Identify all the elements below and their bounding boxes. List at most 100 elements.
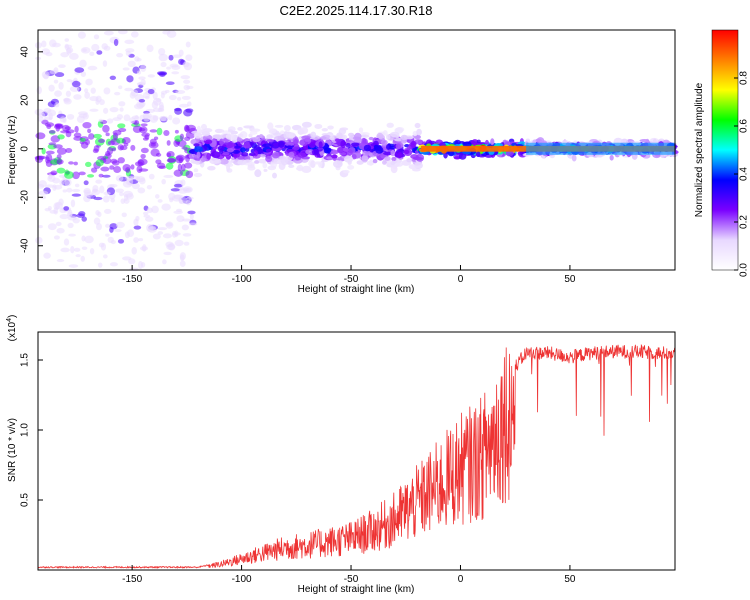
spectrogram-x-tick-label: -50 — [344, 274, 359, 285]
spectrogram-cell — [310, 131, 317, 138]
spectrogram-cell — [173, 183, 183, 188]
spectrogram-cell — [140, 79, 146, 86]
spectrogram-cell — [43, 73, 49, 80]
spectrogram-cell — [175, 89, 186, 94]
spectrogram-cell — [241, 152, 249, 157]
spectrogram-cell — [90, 167, 98, 173]
spectrogram-cell — [68, 264, 79, 268]
spectrogram-cell — [261, 143, 272, 148]
spectrogram-cell — [321, 128, 328, 132]
spectrogram-cell — [178, 157, 183, 164]
spectrogram-cell — [219, 158, 229, 165]
spectrogram-y-tick-label: 0 — [20, 146, 31, 152]
spectrogram-cell — [124, 39, 135, 45]
spectrogram-cell — [90, 87, 96, 94]
snr-x-tick-label: -150 — [122, 574, 142, 585]
spectrogram-cell — [366, 160, 375, 166]
spectrogram-cell — [165, 162, 174, 170]
colorbar-ticks: 0.0 0.2 0.4 0.6 0.8 — [734, 71, 750, 277]
spectrogram-cell — [180, 75, 191, 80]
spectrogram-cell — [314, 123, 323, 129]
spectrogram-cell — [329, 150, 339, 155]
spectrogram-cell — [142, 112, 152, 119]
spectrogram-cell — [137, 187, 146, 194]
spectrogram-cell — [649, 137, 659, 145]
spectrogram-cell — [185, 187, 192, 192]
spectrogram-cell — [100, 166, 110, 172]
spectrogram-cell — [395, 143, 401, 150]
spectrogram-cell — [53, 79, 59, 84]
spectrogram-cell — [125, 50, 131, 57]
spectrogram-cell — [407, 146, 412, 150]
spectrogram-cell — [140, 153, 146, 159]
spectrogram-cell — [68, 161, 74, 165]
spectrogram-cell — [162, 233, 172, 239]
spectrogram-cell — [183, 241, 190, 246]
spectrogram-cell — [66, 113, 75, 120]
spectrogram-cell — [176, 208, 183, 212]
spectrogram-cell — [92, 188, 98, 193]
spectrogram-cell — [185, 170, 194, 179]
spectrogram-cell — [254, 169, 262, 178]
spectrogram-cell — [158, 72, 166, 77]
spectrogram-cell — [109, 75, 117, 81]
spectrogram-cell — [58, 82, 64, 90]
snr-y-tick-label: 1.5 — [20, 353, 31, 367]
spectrogram-cell — [205, 139, 213, 145]
spectrogram-cell — [273, 142, 280, 147]
spectrogram-cell — [92, 133, 102, 139]
spectrogram-cell — [56, 227, 65, 234]
spectrogram-cell — [267, 165, 277, 171]
spectrogram-cell — [183, 124, 190, 132]
spectrogram-cell — [161, 203, 171, 211]
spectrogram-cell — [125, 175, 134, 181]
spectrogram-cell — [167, 158, 176, 163]
spectrogram-cell — [174, 108, 182, 112]
spectrogram-cell — [375, 146, 384, 154]
spectrogram-cell — [41, 119, 49, 125]
spectrogram-cell — [119, 107, 124, 112]
spectrogram-cell — [252, 136, 261, 143]
spectrogram-cell — [147, 74, 155, 78]
spectrogram-cell — [193, 172, 203, 178]
spectrogram-cell — [126, 75, 134, 83]
spectrogram-cell — [68, 233, 76, 237]
spectrogram-cell — [337, 156, 343, 161]
spectrogram-cell — [138, 76, 146, 80]
spectrogram-cell — [65, 148, 73, 154]
spectrogram-cell — [347, 164, 355, 170]
colorbar-tick-label: 0.0 — [739, 263, 750, 277]
spectrogram-cell — [57, 134, 65, 140]
spectrogram-cell — [69, 85, 80, 93]
spectrogram-cell — [308, 141, 317, 148]
spectrogram-cell — [397, 151, 402, 159]
spectrogram-cell — [146, 184, 153, 190]
spectrogram-cell — [117, 123, 126, 129]
spectrogram-cell — [49, 39, 57, 48]
spectrogram-cell — [96, 50, 103, 55]
snr-x-axis-label: Height of straight line (km) — [298, 584, 415, 595]
spectrogram-cell — [284, 125, 291, 132]
spectrogram-cell — [338, 147, 344, 153]
spectrogram-cell — [92, 148, 99, 154]
spectrogram-cell — [123, 198, 130, 204]
spectrogram-cell — [70, 199, 76, 208]
spectrogram-cell — [389, 131, 400, 138]
snr-x-tick-label: -100 — [232, 574, 252, 585]
spectrogram-cell — [311, 148, 320, 156]
spectrogram-cell — [155, 159, 162, 165]
spectrogram-cell — [37, 184, 45, 189]
snr-frame — [37, 331, 676, 571]
spectrogram-cell — [106, 146, 114, 155]
spectrogram-cell — [186, 196, 194, 200]
spectrogram-cell — [35, 236, 43, 244]
spectrogram-cell — [157, 199, 163, 203]
spectrogram-cell — [236, 137, 243, 142]
spectrogram-cell — [119, 191, 124, 197]
spectrogram-cell — [133, 218, 139, 227]
spectrogram-cell — [131, 182, 140, 190]
spectrogram-cell — [453, 156, 461, 160]
spectrogram-cell — [148, 173, 155, 180]
spectrogram-cell — [182, 233, 192, 237]
spectrogram-cell — [83, 180, 89, 186]
